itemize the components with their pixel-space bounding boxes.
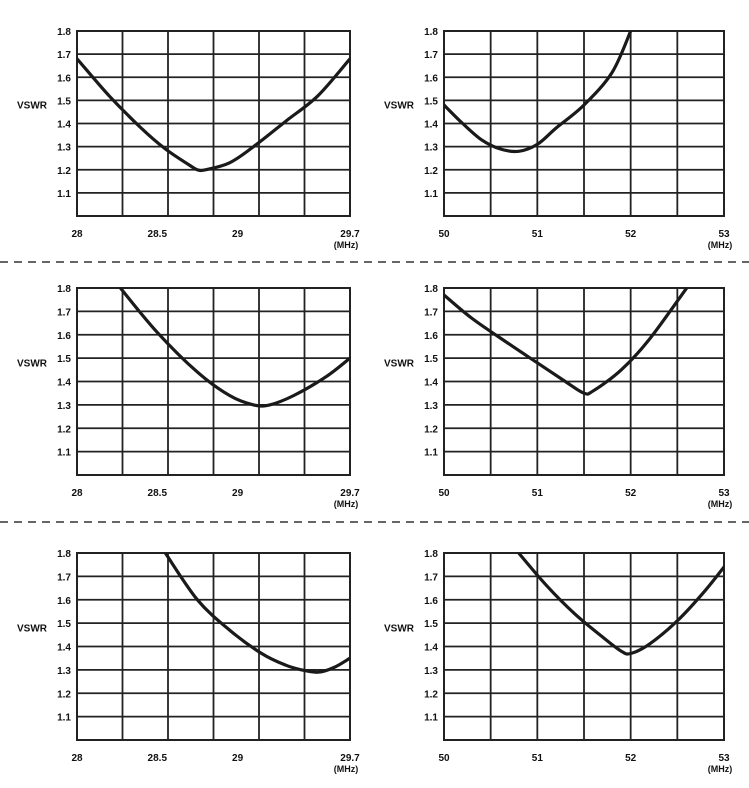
y-tick-label: 1.2 <box>57 689 71 700</box>
y-tick-label: 1.8 <box>424 549 438 560</box>
vswr-chart-5: 1.1 1.2 1.3 1.4 1.5 1.6 1.7 1.8 VSWR 28 28.5 29 29.7… <box>17 549 360 774</box>
x-tick-label: 28.5 <box>148 753 168 764</box>
x-tick-label: 28 <box>71 229 83 240</box>
y-tick-label: 1.1 <box>57 448 71 459</box>
y-tick-label: 1.6 <box>424 596 438 607</box>
y-tick-label: 1.4 <box>57 378 71 389</box>
x-tick-label: 28 <box>71 488 83 499</box>
y-tick-label: 1.7 <box>424 50 438 61</box>
x-tick-label: 29.7 <box>340 753 360 764</box>
x-tick-label: 50 <box>438 229 450 240</box>
y-axis-label: VSWR <box>17 624 48 635</box>
x-tick-label: 52 <box>625 753 637 764</box>
y-axis-label: VSWR <box>384 101 415 112</box>
y-tick-label: 1.3 <box>57 401 71 412</box>
y-tick-label: 1.2 <box>424 424 438 435</box>
x-unit-label: (MHz) <box>708 764 733 774</box>
y-tick-label: 1.7 <box>57 572 71 583</box>
vswr-chart-4: 1.1 1.2 1.3 1.4 1.5 1.6 1.7 1.8 VSWR 50 51 52 53(MHz… <box>384 284 732 509</box>
y-tick-label: 1.3 <box>424 666 438 677</box>
y-tick-label: 1.1 <box>424 189 438 200</box>
y-tick-label: 1.2 <box>57 424 71 435</box>
vswr-curve <box>517 553 724 656</box>
y-tick-label: 1.5 <box>424 354 438 365</box>
y-tick-label: 1.5 <box>57 96 71 107</box>
x-tick-label: 53 <box>718 753 730 764</box>
y-tick-label: 1.4 <box>57 643 71 654</box>
y-tick-label: 1.4 <box>424 643 438 654</box>
y-tick-label: 1.2 <box>424 166 438 177</box>
x-tick-label: 53 <box>718 229 730 240</box>
vswr-chart-6: 1.1 1.2 1.3 1.4 1.5 1.6 1.7 1.8 VSWR 50 51 52 53(MHz… <box>384 549 732 774</box>
y-tick-label: 1.8 <box>424 27 438 38</box>
y-tick-label: 1.6 <box>57 73 71 84</box>
x-tick-label: 51 <box>532 229 544 240</box>
y-tick-label: 1.3 <box>424 401 438 412</box>
y-tick-label: 1.6 <box>424 73 438 84</box>
x-tick-label: 28 <box>71 753 83 764</box>
y-tick-label: 1.5 <box>424 619 438 630</box>
x-tick-label: 29.7 <box>340 229 360 240</box>
y-tick-label: 1.5 <box>57 354 71 365</box>
x-unit-label: (MHz) <box>334 240 359 250</box>
y-tick-label: 1.1 <box>424 713 438 724</box>
y-tick-label: 1.4 <box>424 120 438 131</box>
y-tick-label: 1.1 <box>57 189 71 200</box>
vswr-curve <box>444 31 633 154</box>
y-tick-label: 1.7 <box>57 50 71 61</box>
y-tick-label: 1.6 <box>57 331 71 342</box>
x-tick-label: 29 <box>232 229 244 240</box>
y-axis-label: VSWR <box>384 359 415 370</box>
vswr-chart-1: 1.1 1.2 1.3 1.4 1.5 1.6 1.7 1.8 VSWR 28 28.5 29 29.7… <box>17 27 360 250</box>
y-tick-label: 1.1 <box>424 448 438 459</box>
y-axis-label: VSWR <box>17 359 48 370</box>
y-tick-label: 1.3 <box>57 143 71 154</box>
y-tick-label: 1.5 <box>424 96 438 107</box>
x-tick-label: 28.5 <box>148 229 168 240</box>
x-tick-label: 50 <box>438 753 450 764</box>
x-unit-label: (MHz) <box>334 764 359 774</box>
x-tick-label: 51 <box>532 753 544 764</box>
y-tick-label: 1.8 <box>57 549 71 560</box>
y-tick-label: 1.1 <box>57 713 71 724</box>
vswr-curve <box>118 288 350 408</box>
vswr-curve <box>163 553 350 674</box>
x-tick-label: 51 <box>532 488 544 499</box>
vswr-chart-2: 1.1 1.2 1.3 1.4 1.5 1.6 1.7 1.8 VSWR 50 51 52 53(MHz… <box>384 27 732 250</box>
y-tick-label: 1.4 <box>424 378 438 389</box>
y-tick-label: 1.7 <box>57 307 71 318</box>
y-tick-label: 1.2 <box>57 166 71 177</box>
vswr-chart-3: 1.1 1.2 1.3 1.4 1.5 1.6 1.7 1.8 VSWR 28 28.5 29 29.7… <box>17 284 360 509</box>
x-tick-label: 29 <box>232 753 244 764</box>
y-tick-label: 1.6 <box>424 331 438 342</box>
x-tick-label: 29.7 <box>340 488 360 499</box>
x-unit-label: (MHz) <box>334 499 359 509</box>
x-tick-label: 50 <box>438 488 450 499</box>
y-tick-label: 1.8 <box>57 284 71 295</box>
y-tick-label: 1.5 <box>57 619 71 630</box>
y-axis-label: VSWR <box>384 624 415 635</box>
y-tick-label: 1.4 <box>57 120 71 131</box>
x-unit-label: (MHz) <box>708 499 733 509</box>
x-tick-label: 29 <box>232 488 244 499</box>
y-tick-label: 1.8 <box>57 27 71 38</box>
y-tick-label: 1.3 <box>57 666 71 677</box>
y-tick-label: 1.7 <box>424 307 438 318</box>
x-tick-label: 28.5 <box>148 488 168 499</box>
x-tick-label: 53 <box>718 488 730 499</box>
y-axis-label: VSWR <box>17 101 48 112</box>
y-tick-label: 1.8 <box>424 284 438 295</box>
x-unit-label: (MHz) <box>708 240 733 250</box>
vswr-curve <box>77 57 350 173</box>
y-tick-label: 1.6 <box>57 596 71 607</box>
x-tick-label: 52 <box>625 488 637 499</box>
x-tick-label: 52 <box>625 229 637 240</box>
y-tick-label: 1.3 <box>424 143 438 154</box>
y-tick-label: 1.2 <box>424 689 438 700</box>
y-tick-label: 1.7 <box>424 572 438 583</box>
vswr-curve <box>444 288 689 396</box>
